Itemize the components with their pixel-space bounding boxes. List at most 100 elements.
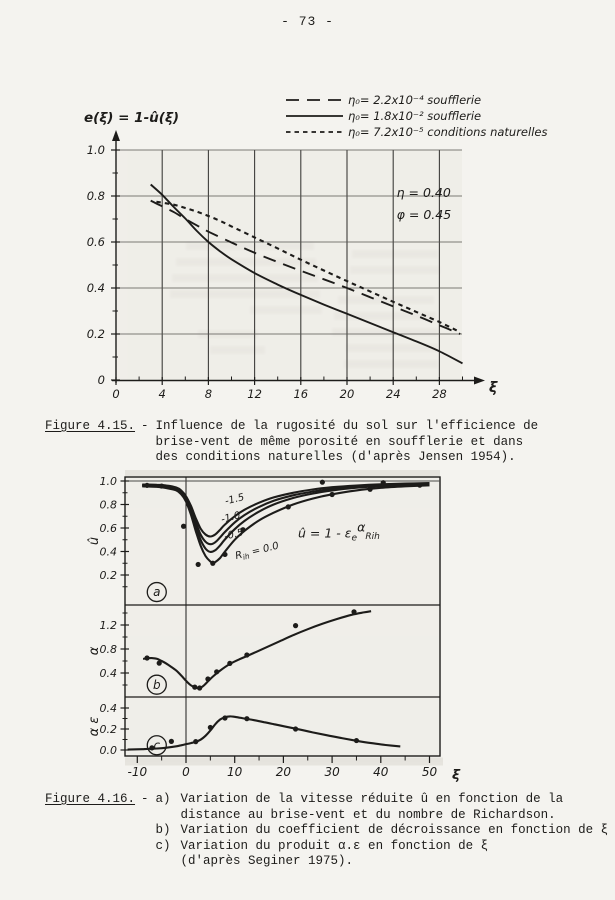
data-point [144,482,150,488]
y-tick-label: 0.4 [100,702,118,715]
data-point [168,738,174,744]
x-axis-title: ξ [452,767,461,783]
data-point [380,480,386,486]
x-tick-label: 50 [422,765,438,779]
series-curve [127,715,401,751]
panel-c: 0.0 0.2 0.4 α ε c [87,702,401,757]
axes: 0 4 8 12 16 20 24 28 0 0.2 0.4 0.6 0.8 1.0 e(ξ) = 1-û(… [84,110,498,401]
caption-line: Variation du coefficient de décroissance… [180,823,609,837]
figure-4-15-caption-lines: Influence de la rugosité du sol sur l'ef… [156,419,539,466]
caption-line: (d'après Seginer 1975). [180,854,354,868]
panel-badge-circle [146,581,167,603]
data-point [353,737,360,744]
y-tick-label: 0.0 [100,744,118,757]
x-tick-label: 0 [112,387,119,401]
x-tick-label: 10 [227,765,243,779]
caption-item: c) Variation du produit α.ε en fonction d… [156,839,609,870]
panel-badge-letter: a [153,585,160,599]
data-point [144,655,150,661]
data-point [285,504,291,510]
panel-b: 0.4 0.8 1.2 α b [87,609,372,695]
y-tick-label: 0.2 [100,723,118,736]
y-tick-label: 0.6 [100,522,118,535]
y-tick-label: 1.2 [100,619,118,632]
caption-item: a) Variation de la vitesse réduite û en f… [156,792,609,823]
panel-badge-circle [146,674,167,695]
x-tick-label: 0 [182,765,190,779]
data-point [227,660,233,667]
data-point [207,724,213,731]
series-short-dash [156,200,461,334]
y-axis-title: α [87,646,102,655]
caption-line: des conditions naturelles (d'après Jense… [155,450,516,464]
caption-item-marker: b) [155,823,171,837]
panel-badge-letter: c [153,738,160,752]
x-tick-label: 12 [247,387,262,401]
x-tick-label: 30 [324,765,340,779]
formula: û = 1 - εeαRih [298,519,380,543]
panel-badge-circle [146,735,167,756]
figure-4-16-label: Figure 4.16. [45,792,136,806]
data-point [214,669,220,675]
data-point [222,715,228,721]
caption-item-marker: a) [155,792,171,806]
data-point [244,652,250,658]
legend-label: η₀= 2.2x10⁻⁴ soufflerie [348,93,481,107]
curve-label: -1.0 [220,510,242,525]
caption-line: Influence de la rugosité du sol sur l'ef… [155,419,539,433]
y-tick-label: 0.6 [87,235,105,249]
legend-item: η₀= 7.2x10⁻⁵ conditions naturelles [286,125,547,139]
annotation: η = 0.40 [397,185,451,200]
figure-4-15-caption-dash: - [141,419,149,433]
figure-4-15-caption: Figure 4.15. - Influence de la rugosité … [45,419,538,466]
series-solid [150,183,463,365]
y-tick-label: 0 [98,373,105,387]
x-tick-label: 40 [373,765,389,779]
x-tick-label: 20 [340,387,355,401]
caption-line: distance au brise-vent et du nombre de R… [180,807,556,822]
data-point [240,527,246,533]
x-axis-title: ξ [489,380,498,396]
curve-label: -0.5 [223,527,245,542]
x-tick-label: 4 [159,387,166,401]
x-tick-label: 24 [386,387,401,401]
panel-frame [124,476,441,757]
data-point [222,551,228,558]
figure-4-15-label: Figure 4.15. [45,419,136,433]
scan-texture [117,150,462,380]
legend-label: η₀= 1.8x10⁻² soufflerie [348,109,481,123]
data-point [319,479,325,485]
caption-line: brise-vent de même porosité en souffleri… [155,434,524,449]
data-point [159,483,165,489]
x-tick-label: 28 [432,387,447,401]
data-point [210,560,216,566]
panel-badge-letter: b [153,678,161,692]
y-axis-title: α ε [87,717,102,737]
data-point [193,739,199,745]
data-point [351,609,357,615]
y-tick-label: 0.8 [100,643,118,656]
y-tick-label: 1.0 [100,475,118,488]
caption-line: Variation du produit α.ε en fonction de … [180,838,489,853]
x-tick-label: -10 [127,765,147,779]
data-point [149,745,155,751]
data-point [195,561,201,568]
x-tick-label: 20 [276,765,292,779]
data-point [292,726,299,732]
y-tick-label: 1.0 [87,143,105,157]
data-point [180,523,187,529]
caption-line: Variation de la vitesse réduite û en fon… [180,792,564,806]
data-point [197,685,203,691]
data-point [367,486,373,492]
legend-item: η₀= 1.8x10⁻² soufflerie [286,109,481,123]
curve-label: -1.5 [224,492,246,507]
caption-item-lines: Variation de la vitesse réduite û en fon… [181,792,564,823]
data-point [329,491,335,498]
y-tick-label: 0.4 [87,281,105,295]
y-tick-label: 0.4 [100,545,118,558]
data-point [292,623,299,629]
figure-4-16-caption-dash: - [141,792,149,806]
caption-item-lines: Variation du produit α.ε en fonction de … [181,839,489,870]
